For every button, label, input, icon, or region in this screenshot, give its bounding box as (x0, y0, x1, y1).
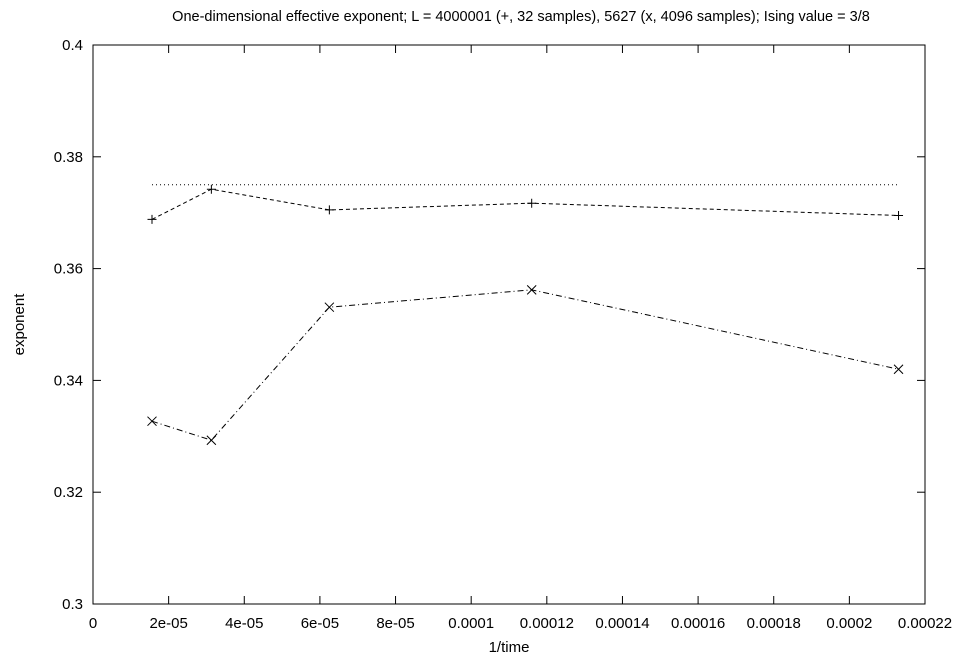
x-tick-label: 0.00022 (898, 615, 952, 632)
series-1-point (147, 214, 157, 224)
plot-frame (92, 44, 926, 605)
series-1-point (894, 210, 904, 220)
y-tick-label: 0.32 (54, 484, 83, 501)
x-tick-label: 0.00018 (747, 615, 801, 632)
series-2-line (151, 289, 899, 441)
y-tick-label: 0.36 (54, 261, 83, 278)
chart-title: One-dimensional effective exponent; L = … (172, 9, 870, 25)
series-2-point (206, 435, 217, 446)
series-1-point (527, 198, 537, 208)
x-tick-label: 4e-05 (225, 615, 263, 632)
x-tick-label: 0 (89, 615, 97, 632)
y-tick-label: 0.4 (62, 37, 83, 54)
series-1-point (324, 205, 334, 215)
y-tick-label: 0.34 (54, 372, 83, 389)
x-tick-label: 0.00014 (595, 615, 649, 632)
y-tick-label: 0.38 (54, 149, 83, 166)
series-1-point (206, 184, 216, 194)
series-1-line (151, 188, 899, 220)
series-2-point (893, 364, 904, 375)
y-axis-label: exponent (11, 293, 28, 356)
ticks: 0 2e-05 4e-05 6e-05 8e-05 0.0001 0.00012 0.0001… (54, 37, 952, 632)
x-tick-label: 8e-05 (376, 615, 414, 632)
series-2-point (324, 302, 335, 313)
x-tick-label: 0.0001 (448, 615, 494, 632)
x-tick-label: 0.00016 (671, 615, 725, 632)
series-layer (147, 184, 904, 446)
y-tick-label: 0.3 (62, 596, 83, 613)
x-tick-label: 2e-05 (149, 615, 187, 632)
x-tick-label: 6e-05 (301, 615, 339, 632)
series-2-point (526, 284, 537, 295)
series-2-point (147, 416, 157, 427)
x-axis-label: 1/time (489, 639, 530, 656)
x-tick-label: 0.00012 (520, 615, 574, 632)
x-tick-label: 0.0002 (826, 615, 872, 632)
